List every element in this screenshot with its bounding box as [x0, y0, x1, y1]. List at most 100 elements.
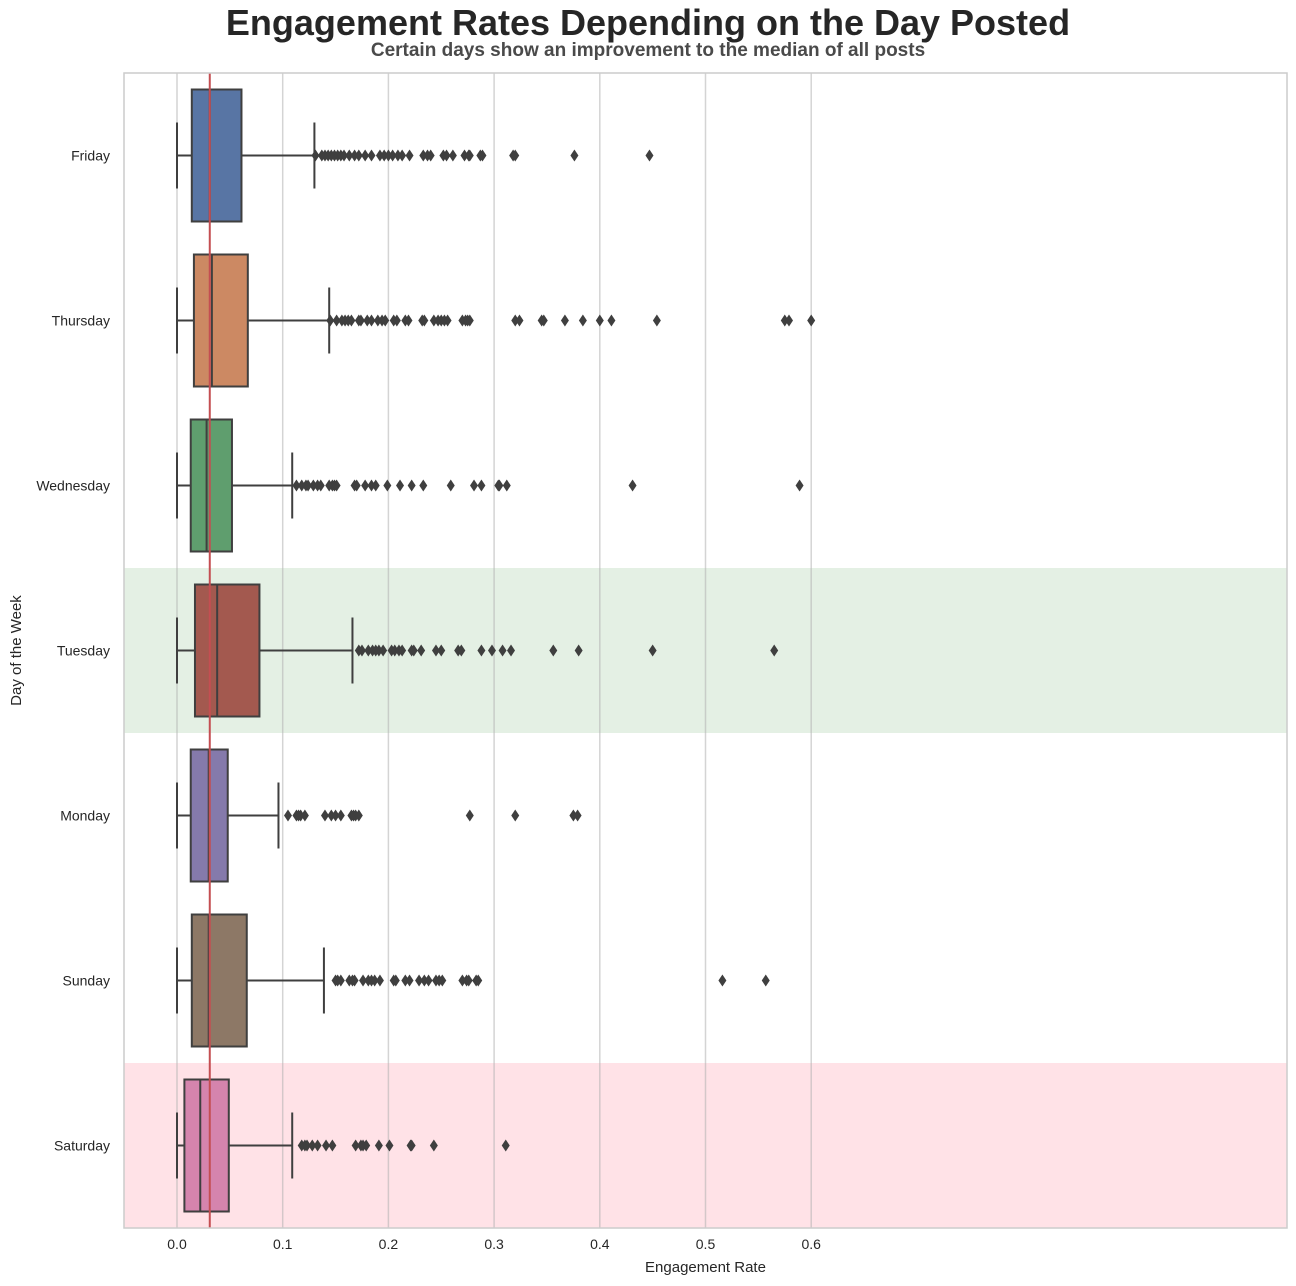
outlier-point: [438, 974, 447, 987]
box-saturday: [183, 1078, 230, 1213]
outlier-point: [296, 809, 305, 822]
outlier-point: [780, 314, 789, 327]
outlier-point: [511, 809, 520, 822]
outlier-point: [380, 149, 389, 162]
outlier-point: [464, 974, 473, 987]
box-group-monday: [176, 748, 582, 883]
outlier-point: [502, 479, 511, 492]
outlier-point: [328, 1139, 337, 1152]
outlier-point: [405, 149, 414, 162]
outlier-point: [326, 314, 335, 327]
y-tick-label-sunday: Sunday: [63, 973, 110, 989]
outlier-point: [495, 479, 504, 492]
outlier-point: [457, 644, 466, 657]
outlier-point: [350, 149, 359, 162]
outlier-point: [429, 1139, 438, 1152]
outlier-point: [607, 314, 616, 327]
outlier-point: [415, 974, 424, 987]
outlier-point: [446, 479, 455, 492]
plot-frame: [123, 72, 1288, 1229]
outlier-point: [398, 644, 407, 657]
outlier-point: [405, 974, 414, 987]
chart-subtitle: Certain days show an improvement to the …: [370, 40, 926, 61]
outlier-point: [363, 314, 372, 327]
outlier-point: [297, 479, 306, 492]
box-series: [176, 88, 816, 1213]
outlier-point: [407, 1139, 416, 1152]
outlier-point: [470, 479, 479, 492]
outlier-point: [391, 974, 400, 987]
outlier-point: [367, 479, 376, 492]
outlier-point: [648, 644, 657, 657]
outlier-point: [379, 644, 388, 657]
outlier-point: [350, 974, 359, 987]
outlier-point: [448, 149, 457, 162]
chart-title: Engagement Rates Depending on the Day Po…: [225, 2, 1071, 43]
x-tick-label: 0.1: [273, 1236, 293, 1252]
outlier-point: [652, 314, 661, 327]
outlier-point: [320, 809, 329, 822]
outlier-point: [373, 314, 382, 327]
outlier-point: [442, 149, 451, 162]
outlier-point: [362, 1139, 371, 1152]
outlier-point: [501, 1139, 510, 1152]
outlier-point: [477, 479, 486, 492]
x-tick-label: 0.0: [167, 1236, 187, 1252]
y-tick-label-friday: Friday: [71, 148, 110, 164]
outlier-point: [761, 974, 770, 987]
outlier-point: [392, 314, 401, 327]
outlier-point: [570, 149, 579, 162]
outlier-point: [429, 314, 438, 327]
outlier-point: [313, 1139, 322, 1152]
box-tuesday: [193, 583, 261, 718]
outlier-point: [390, 644, 399, 657]
outlier-point: [332, 479, 341, 492]
outlier-point: [539, 314, 548, 327]
outlier-point: [300, 809, 309, 822]
outlier-point: [718, 974, 727, 987]
outlier-point: [351, 1139, 360, 1152]
outlier-point: [560, 314, 569, 327]
outlier-point: [573, 809, 582, 822]
outlier-point: [309, 479, 318, 492]
outlier-point: [807, 314, 816, 327]
outlier-point: [345, 149, 354, 162]
outlier-point: [384, 149, 393, 162]
box-thursday: [192, 253, 249, 388]
outlier-point: [420, 974, 429, 987]
x-tick-label: 0.5: [696, 1236, 716, 1252]
outlier-point: [578, 314, 587, 327]
outlier-point: [511, 149, 520, 162]
outlier-point: [292, 479, 301, 492]
outlier-point: [388, 149, 397, 162]
y-tick-label-tuesday: Tuesday: [57, 643, 110, 659]
x-tick-label: 0.6: [801, 1236, 821, 1252]
outlier-point: [511, 314, 520, 327]
outlier-point: [409, 644, 418, 657]
x-tick-label: 0.4: [590, 1236, 610, 1252]
y-tick-label-monday: Monday: [60, 808, 110, 824]
box-friday: [190, 88, 243, 223]
outlier-point: [354, 809, 363, 822]
outlier-point: [569, 809, 578, 822]
outlier-point: [419, 149, 428, 162]
outlier-point: [393, 149, 402, 162]
outlier-point: [283, 809, 292, 822]
outlier-point: [316, 479, 325, 492]
outlier-point: [352, 479, 361, 492]
outlier-point: [336, 809, 345, 822]
outlier-point: [795, 479, 804, 492]
outlier-point: [645, 149, 654, 162]
outlier-point: [431, 644, 440, 657]
outlier-point: [331, 809, 340, 822]
outlier-point: [549, 644, 558, 657]
y-tick-label-wednesday: Wednesday: [36, 478, 110, 494]
y-axis-label: Day of the Week: [8, 595, 25, 706]
outlier-point: [374, 644, 383, 657]
outlier-point: [311, 149, 320, 162]
box-group-sunday: [176, 913, 770, 1048]
outlier-point: [332, 314, 341, 327]
outlier-point: [356, 314, 365, 327]
outlier-point: [420, 314, 429, 327]
x-tick-label: 0.2: [379, 1236, 399, 1252]
